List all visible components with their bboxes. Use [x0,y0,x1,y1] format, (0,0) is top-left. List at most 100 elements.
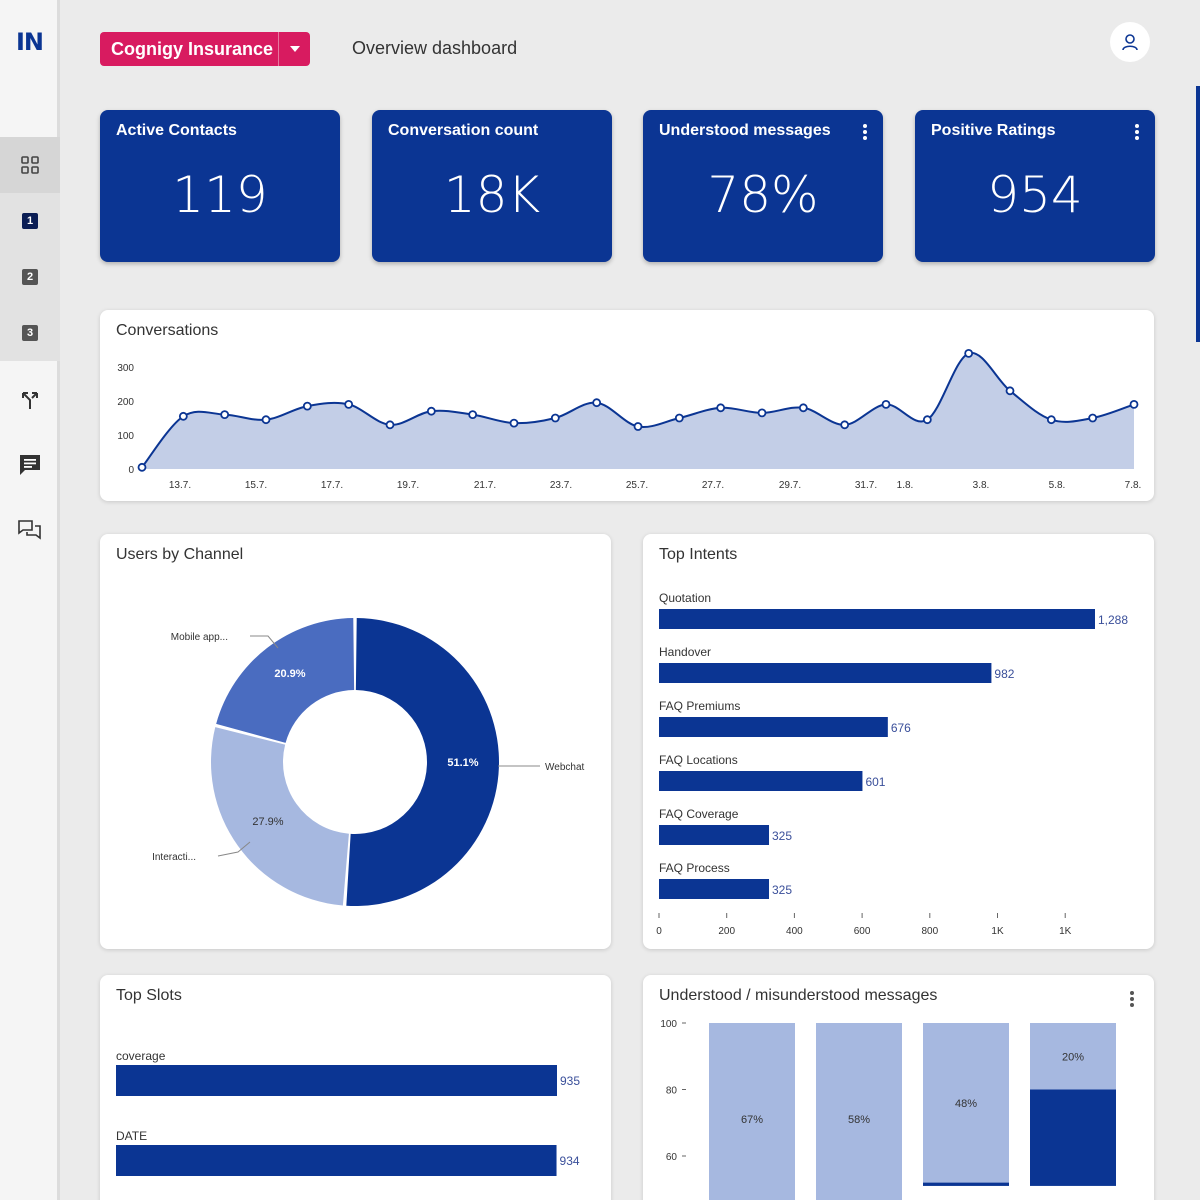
conversations-card: Conversations 0 100 200 300 13.7. 15.7. 17.7. 1… [100,310,1154,501]
x-tick-label: 1K [991,926,1004,937]
sidebar-item-dashboard-3[interactable]: 3 [0,305,60,361]
data-point [385,420,395,430]
x-tick-label: 27.7. [702,480,724,491]
data-point [1129,400,1139,409]
page-title: Overview dashboard [352,38,518,58]
data-point [261,415,271,425]
misunderstood-segment [1030,1023,1116,1090]
more-options-icon[interactable] [863,124,867,142]
data-point [633,422,643,431]
conversations-icon [18,520,41,540]
slot-bar [116,1145,557,1176]
tenant-selector[interactable]: Cognigy Insurance [100,32,310,66]
pie-slice [211,727,349,906]
intent-bar [659,771,863,791]
sidebar-item-conversations[interactable] [0,502,60,558]
x-tick-label: 200 [718,926,735,937]
x-tick-label: 0 [656,926,662,937]
tenant-dropdown-button[interactable] [278,32,310,66]
message-icon [20,455,40,475]
scrollbar-thumb[interactable] [1196,86,1200,342]
x-tick-label: 600 [854,926,871,937]
data-point [1046,415,1056,425]
slice-leader-line [217,841,251,857]
intent-bar [659,879,770,899]
top-intents-chart: Quotation 1,288 Handover 982 FAQ Premiums 676… [656,591,1128,937]
misunderstood-segment [709,1023,795,1200]
data-point [1005,386,1015,396]
kpi-title: Active Contacts [116,122,237,139]
data-point [468,410,478,419]
data-point [592,398,602,408]
sidebar-item-dashboard-2[interactable]: 2 [0,249,60,305]
x-tick-label: 23.7. [550,480,572,491]
card-title: Top Slots [116,987,182,1004]
sidebar-item-flows[interactable] [0,372,60,428]
sidebar-item-overview[interactable] [0,137,60,193]
understood-messages-card: Understood / misunderstood messages 60 80… [643,975,1154,1200]
y-tick-label: 100 [660,1019,677,1030]
data-point [840,420,850,430]
kpi-conversation-count: Conversation count 18K [372,110,612,262]
intent-bar [659,663,992,683]
kpi-active-contacts: Active Contacts 119 [100,110,340,262]
x-tick-label: 7.8. [1125,480,1142,491]
x-tick-label: 13.7. [169,480,191,491]
intent-label: FAQ Locations [659,753,738,767]
user-icon [1122,34,1138,51]
intent-bar [659,717,888,737]
data-point [922,415,932,425]
x-tick-label: 15.7. [245,480,267,491]
sidebar-item-messages[interactable] [0,437,60,493]
tenant-name: Cognigy Insurance [111,38,274,59]
misunderstood-segment [923,1023,1009,1183]
x-tick-label: 1.8. [897,480,914,491]
intent-value-label: 601 [865,775,885,789]
y-tick-label: 100 [117,431,134,442]
x-tick-label: 17.7. [321,480,343,491]
data-point [964,349,974,358]
kpi-title: Positive Ratings [931,122,1056,139]
data-point [798,403,808,413]
slot-value-label: 934 [560,1154,580,1168]
slice-category-label: Interacti... [152,852,196,863]
top-slots-chart: coverage 935 DATE 934 [116,1049,580,1176]
sidebar-item-dashboard-1[interactable]: 1 [0,193,60,249]
sidebar: IN 1 2 3 [0,0,60,1200]
bar-value-label: 20% [1062,1051,1084,1063]
kpi-value: 18K [443,166,541,224]
slice-category-label: Webchat [545,762,585,773]
x-tick-label: 25.7. [626,480,648,491]
intent-value-label: 676 [891,721,911,735]
slot-value-label: 935 [560,1074,580,1088]
data-point [550,413,560,423]
intent-label: FAQ Premiums [659,699,740,713]
x-tick-label: 29.7. [779,480,801,491]
bar-value-label: 58% [848,1114,870,1126]
x-tick-label: 19.7. [397,480,419,491]
dashboard-grid-icon [21,156,39,174]
data-point [509,418,519,428]
intent-bar [659,609,1095,629]
understood-messages-chart: 60 80 100 67% 58% 48% 20% [660,1019,1116,1200]
y-tick-label: 300 [117,363,134,374]
data-point [302,401,312,411]
user-profile-button[interactable] [1110,22,1150,62]
data-point [137,462,147,472]
intent-value-label: 1,288 [1098,613,1128,627]
slot-label: coverage [116,1049,166,1063]
x-tick-label: 21.7. [474,480,496,491]
more-options-icon[interactable] [1135,124,1139,142]
more-options-icon[interactable] [1130,991,1134,1009]
data-point [1088,413,1098,423]
card-title: Conversations [116,322,219,339]
dashboard-1-icon: 1 [22,213,38,229]
intent-value-label: 982 [994,667,1014,681]
intent-label: FAQ Process [659,861,730,875]
data-point [674,413,684,423]
slice-value-label: 27.9% [252,816,283,828]
data-point [757,408,767,418]
data-point [426,406,436,416]
card-title: Top Intents [659,546,738,563]
x-tick-label: 1K [1059,926,1072,937]
